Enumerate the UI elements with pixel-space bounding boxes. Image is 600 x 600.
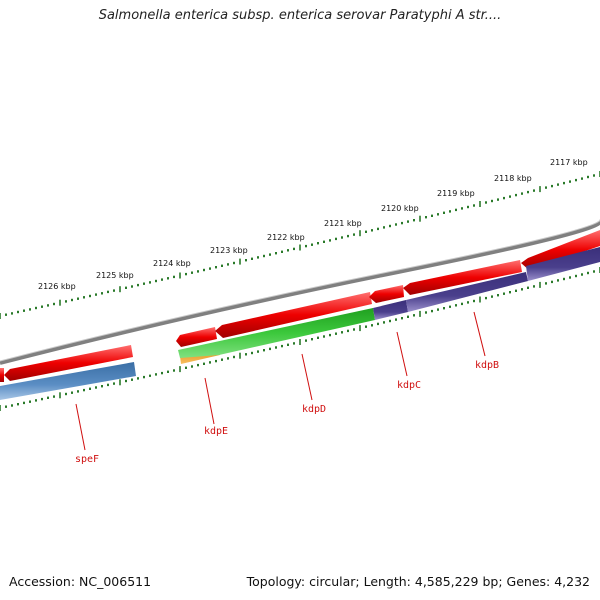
genome-backbone <box>0 219 600 365</box>
kbp-label-2123: 2123 kbp <box>210 246 248 255</box>
cds-arrow[interactable] <box>403 260 522 295</box>
cds-arrow[interactable] <box>521 230 600 270</box>
cds-arrow[interactable] <box>4 345 133 381</box>
kbp-label-2121: 2121 kbp <box>324 219 362 228</box>
kbp-label-2122: 2122 kbp <box>267 233 305 242</box>
gene-kdpB[interactable] <box>406 272 528 312</box>
genome-backbone-highlight <box>0 218 600 362</box>
kbp-label-2118: 2118 kbp <box>494 174 532 183</box>
kbp-label-2119: 2119 kbp <box>437 189 475 198</box>
kbp-label-2124: 2124 kbp <box>153 259 191 268</box>
kbp-label-2126: 2126 kbp <box>38 282 76 291</box>
gene-speF[interactable] <box>0 362 136 400</box>
gene-label-kdpB: kdpB <box>475 360 499 371</box>
kbp-label-2117: 2117 kbp <box>550 158 588 167</box>
gene-label-kdpC: kdpC <box>397 380 421 391</box>
gene-label-kdpE: kdpE <box>204 426 228 437</box>
gene-kdpC[interactable] <box>373 300 408 320</box>
kbp-label-2125: 2125 kbp <box>96 271 134 280</box>
kbp-label-2120: 2120 kbp <box>381 204 419 213</box>
cds-arrow[interactable] <box>0 368 4 382</box>
gene-leaders <box>75 311 486 451</box>
gene-kdpB-cont[interactable] <box>526 247 600 281</box>
gene-label-kdpD: kdpD <box>302 404 326 415</box>
outer-tick-track <box>0 171 600 319</box>
gene-kdpD[interactable] <box>178 308 375 358</box>
cds-arrow[interactable] <box>215 292 372 338</box>
accession-text: Accession: NC_006511 <box>9 574 152 589</box>
forward-cds-track <box>0 230 600 382</box>
inner-tick-track <box>0 267 600 411</box>
map-title: Salmonella enterica subsp. enterica sero… <box>98 8 502 23</box>
gene-label-speF: speF <box>75 454 99 465</box>
cds-arrow[interactable] <box>176 327 217 347</box>
genome-summary-text: Topology: circular; Length: 4,585,229 bp… <box>246 574 590 589</box>
cds-arrow[interactable] <box>369 285 404 303</box>
gene-track <box>0 247 600 400</box>
